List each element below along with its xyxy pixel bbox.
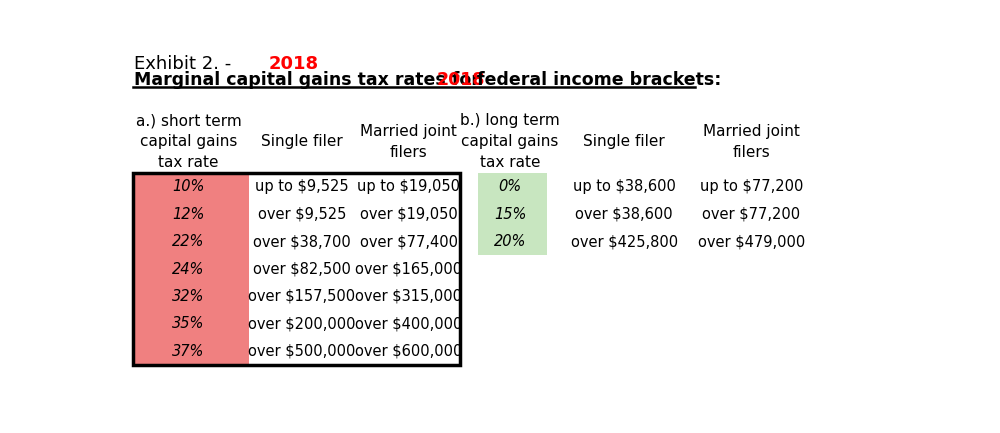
Text: over $77,200: over $77,200 [702, 207, 800, 222]
Text: 22%: 22% [172, 234, 205, 249]
Text: 2018: 2018 [268, 55, 318, 73]
Text: 2018: 2018 [437, 71, 485, 89]
Bar [133, 173, 460, 365]
Text: 10%: 10% [172, 180, 205, 194]
Text: 37%: 37% [172, 343, 205, 359]
Text: up to $77,200: up to $77,200 [700, 180, 803, 194]
Text: over $9,525: over $9,525 [258, 207, 346, 222]
Text: 35%: 35% [172, 316, 205, 331]
Text: Single filer: Single filer [583, 135, 665, 149]
Text: a.) short term
capital gains
tax rate: a.) short term capital gains tax rate [136, 113, 241, 171]
Text: 20%: 20% [494, 234, 526, 249]
Text: 12%: 12% [172, 207, 205, 222]
Text: Exhibit 2. -: Exhibit 2. - [134, 55, 237, 73]
Text: federal income brackets:: federal income brackets: [471, 71, 722, 89]
Text: over $38,600: over $38,600 [575, 207, 673, 222]
Text: 0%: 0% [499, 180, 522, 194]
Text: 15%: 15% [494, 207, 526, 222]
Text: Married joint
filers: Married joint filers [360, 124, 457, 160]
Text: up to $19,050: up to $19,050 [357, 180, 460, 194]
Text: b.) long term
capital gains
tax rate: b.) long term capital gains tax rate [460, 113, 560, 171]
Text: over $479,000: over $479,000 [698, 234, 805, 249]
Text: over $38,700: over $38,700 [253, 234, 351, 249]
Text: 24%: 24% [172, 262, 205, 277]
Text: over $315,000: over $315,000 [355, 289, 462, 304]
Text: 32%: 32% [172, 289, 205, 304]
Text: Marginal capital gains tax rates for: Marginal capital gains tax rates for [134, 71, 486, 89]
Text: over $500,000: over $500,000 [248, 343, 355, 359]
Text: over $157,500: over $157,500 [248, 289, 355, 304]
Text: over $82,500: over $82,500 [253, 262, 351, 277]
Bar [133, 173, 249, 365]
Text: over $19,050: over $19,050 [360, 207, 458, 222]
Bar [478, 173, 547, 255]
Text: over $425,800: over $425,800 [571, 234, 678, 249]
Text: Married joint
filers: Married joint filers [703, 124, 800, 160]
Text: over $77,400: over $77,400 [360, 234, 458, 249]
Text: over $200,000: over $200,000 [248, 316, 355, 331]
Text: over $600,000: over $600,000 [355, 343, 462, 359]
Text: over $400,000: over $400,000 [355, 316, 462, 331]
Text: up to $38,600: up to $38,600 [573, 180, 676, 194]
Text: over $165,000: over $165,000 [355, 262, 462, 277]
Text: up to $9,525: up to $9,525 [255, 180, 349, 194]
Text: Single filer: Single filer [261, 135, 343, 149]
